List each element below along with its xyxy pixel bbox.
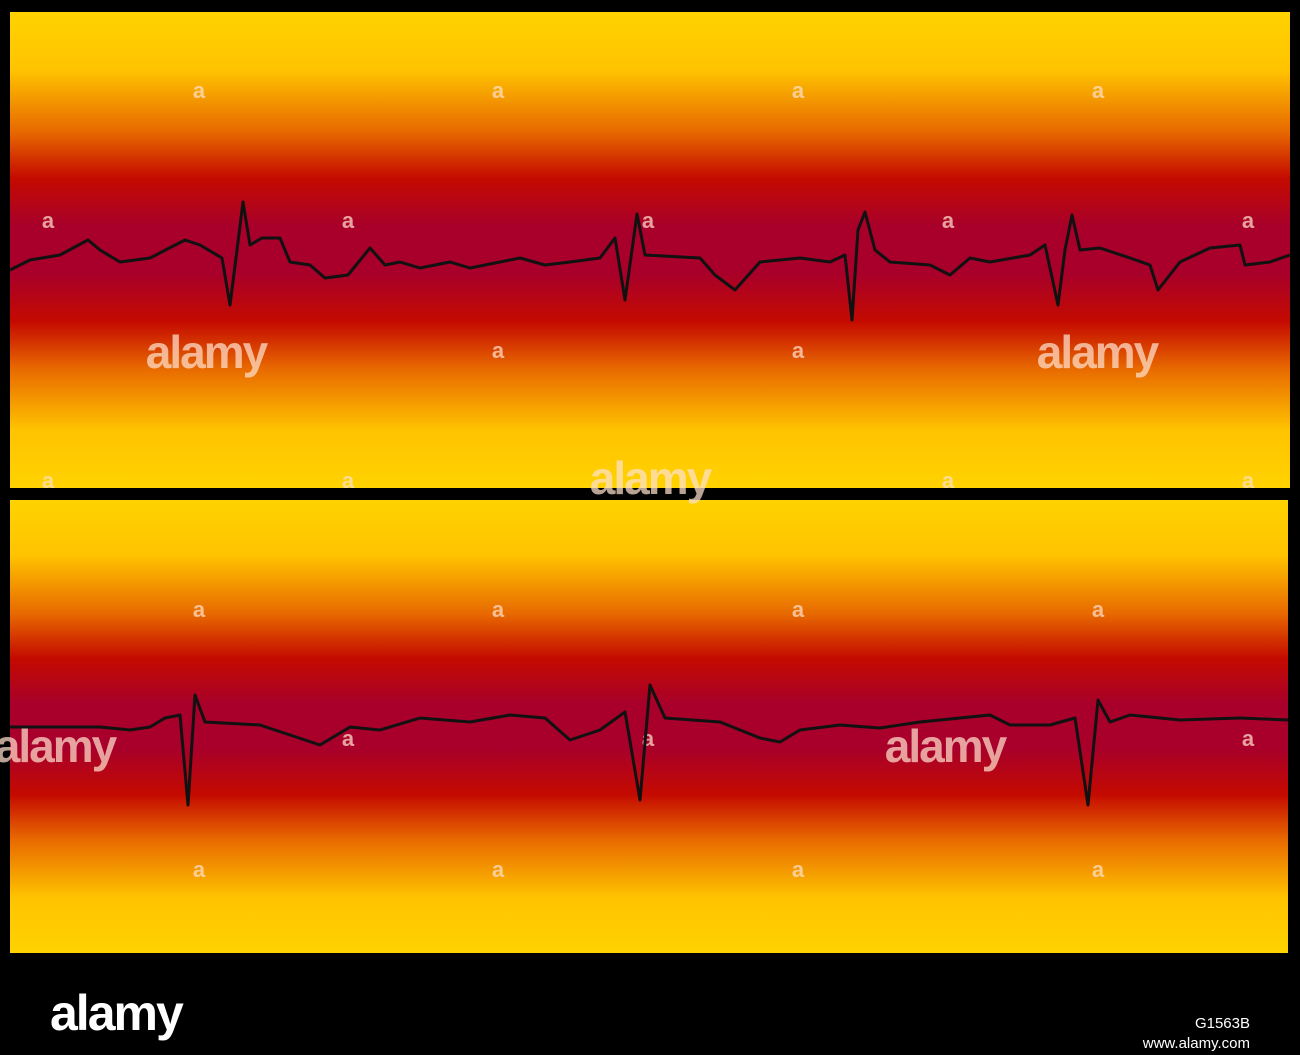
watermark-letter: a	[1242, 208, 1255, 233]
watermark-logo: alamy	[590, 452, 713, 504]
watermark-letter: a	[1092, 857, 1105, 882]
watermark-letter: a	[1092, 597, 1105, 622]
watermark-letter: a	[1092, 78, 1105, 103]
watermark-letter: a	[42, 208, 55, 233]
watermark-letter: a	[1242, 726, 1255, 751]
watermark-letter: a	[942, 468, 955, 493]
watermark-letter: a	[792, 597, 805, 622]
ecg-trace-bottom	[10, 683, 1289, 807]
watermark-letter: a	[792, 78, 805, 103]
watermark-letter: a	[193, 857, 206, 882]
watermark-letter: a	[342, 726, 355, 751]
watermark-letter: a	[492, 857, 505, 882]
watermark-letter: a	[193, 78, 206, 103]
watermark-letter: a	[342, 208, 355, 233]
watermark-letter: a	[193, 597, 206, 622]
watermark-logo: alamy	[146, 326, 269, 378]
image-id: G1563B	[1195, 1015, 1250, 1032]
watermark-logo: alamy	[1037, 326, 1160, 378]
watermark-letter: a	[42, 468, 55, 493]
watermark-logo: alamy	[0, 720, 118, 772]
watermark-letter: a	[492, 78, 505, 103]
ecg-trace-top	[9, 200, 1291, 322]
watermark-letter: a	[342, 468, 355, 493]
watermark-letter: a	[792, 857, 805, 882]
watermark-letter: a	[942, 208, 955, 233]
watermark-letter: a	[492, 338, 505, 363]
watermark-letter: a	[1242, 468, 1255, 493]
watermark-logo: alamy	[885, 720, 1008, 772]
url: www.alamy.com	[1142, 1035, 1250, 1052]
panel-top	[10, 12, 1290, 488]
footer-logo: alamy	[50, 985, 184, 1041]
watermark-letter: a	[642, 208, 655, 233]
watermark-letter: a	[492, 597, 505, 622]
watermark-letter: a	[792, 338, 805, 363]
